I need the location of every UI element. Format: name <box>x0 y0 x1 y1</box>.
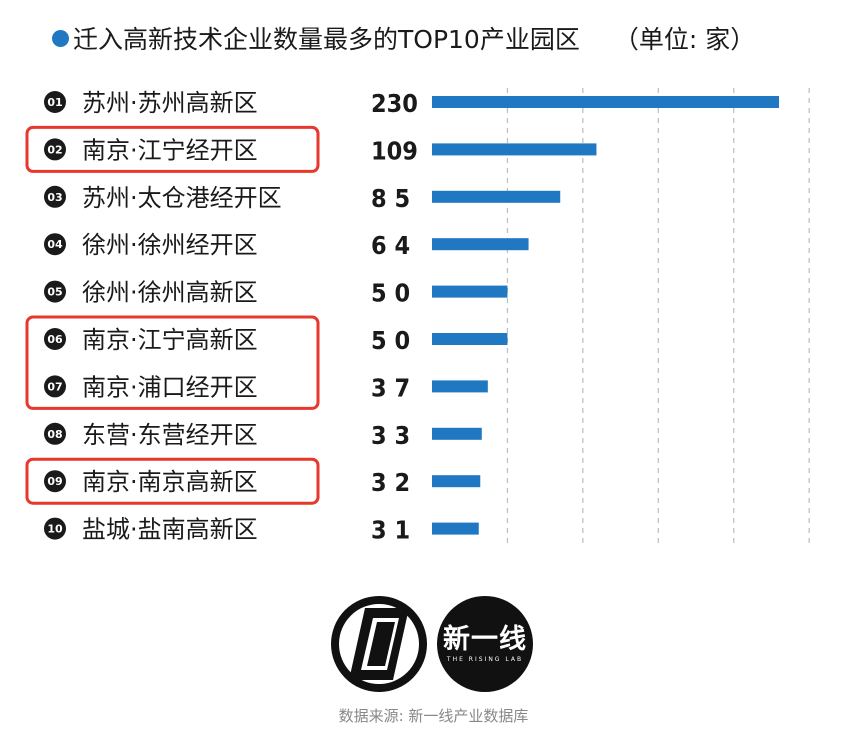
chart-title: 迁入高新技术企业数量最多的TOP10产业园区 <box>73 25 580 54</box>
rank-badge-icon <box>44 91 66 113</box>
highlight-box <box>25 125 320 173</box>
bar <box>432 427 482 440</box>
value-label: 5 0 <box>371 326 410 355</box>
category-label: 南京·江宁经开区 <box>82 136 258 164</box>
logo-sub-text: THE RISING LAB <box>446 656 524 663</box>
value-label: 8 5 <box>371 184 410 213</box>
rank-badge-icon <box>44 233 66 256</box>
category-label: 南京·浦口经开区 <box>82 373 258 401</box>
bar <box>432 96 779 108</box>
rank-number: 10 <box>47 523 63 536</box>
highlight-box <box>25 315 320 410</box>
rising-lab-logo: 新一线 THE RISING LAB <box>437 596 533 692</box>
value-label: 3 7 <box>371 373 410 402</box>
category-label: 徐州·徐州经开区 <box>82 231 258 259</box>
rank-badge-icon <box>44 517 66 540</box>
value-label: 230 <box>371 89 418 118</box>
bar <box>432 190 561 203</box>
value-label: 3 2 <box>371 468 410 497</box>
grid-layer <box>506 88 810 548</box>
unit-label: （单位: 家） <box>613 25 756 54</box>
bar <box>432 522 479 535</box>
category-label: 南京·南京高新区 <box>82 468 258 496</box>
value-label: 3 3 <box>371 421 410 450</box>
rank-number: 05 <box>47 286 62 299</box>
rank-number: 07 <box>47 380 62 393</box>
rank-badge-icon <box>44 280 66 303</box>
rank-badge-icon <box>44 185 66 208</box>
highlight-box <box>25 457 320 505</box>
category-label: 苏州·苏州高新区 <box>82 89 258 117</box>
rank-badge-icon <box>44 470 66 493</box>
rank-number: 08 <box>47 428 62 441</box>
rank-badge-icon <box>44 422 66 445</box>
bar <box>432 238 529 251</box>
bar <box>432 475 481 488</box>
data-source-note: 数据来源: 新一线产业数据库 <box>338 707 529 725</box>
rank-number: 06 <box>47 333 63 346</box>
category-label: 南京·江宁高新区 <box>82 326 258 354</box>
category-label: 东营·东营经开区 <box>82 421 258 449</box>
bar <box>432 285 508 298</box>
value-label: 5 0 <box>371 279 410 308</box>
category-label: 徐州·徐州高新区 <box>82 279 258 307</box>
value-label: 3 1 <box>371 516 410 545</box>
highlight-layer <box>25 125 320 505</box>
rank-number: 03 <box>47 191 62 204</box>
category-label: 苏州·太仓港经开区 <box>82 184 282 212</box>
rank-number: 01 <box>47 96 62 109</box>
rank-badge-icon <box>44 138 66 161</box>
bar-layer <box>432 96 779 535</box>
sharp-brand-logo <box>331 596 427 692</box>
rank-number: 09 <box>47 475 62 488</box>
bar <box>432 143 597 156</box>
rank-number: 02 <box>47 143 62 156</box>
title-bullet-dot <box>52 29 69 47</box>
value-label: 6 4 <box>371 231 410 260</box>
bar <box>432 333 508 345</box>
rank-badge-icon <box>44 328 66 350</box>
logo-main-text: 新一线 <box>443 624 527 655</box>
label-layer: 01 苏州·苏州高新区 230 02 南京·江宁经开区 109 03 苏州·太仓港经开区 8 5… <box>44 89 418 545</box>
value-label: 109 <box>371 136 418 165</box>
rank-badge-icon <box>44 375 66 398</box>
bar <box>432 380 488 393</box>
rank-number: 04 <box>47 238 63 251</box>
chart-title-row: 迁入高新技术企业数量最多的TOP10产业园区 （单位: 家） <box>52 18 755 58</box>
bar-chart: 01 苏州·苏州高新区 230 02 南京·江宁经开区 109 03 苏州·太仓港经开区 8 5… <box>25 88 810 548</box>
category-label: 盐城·盐南高新区 <box>82 516 258 544</box>
